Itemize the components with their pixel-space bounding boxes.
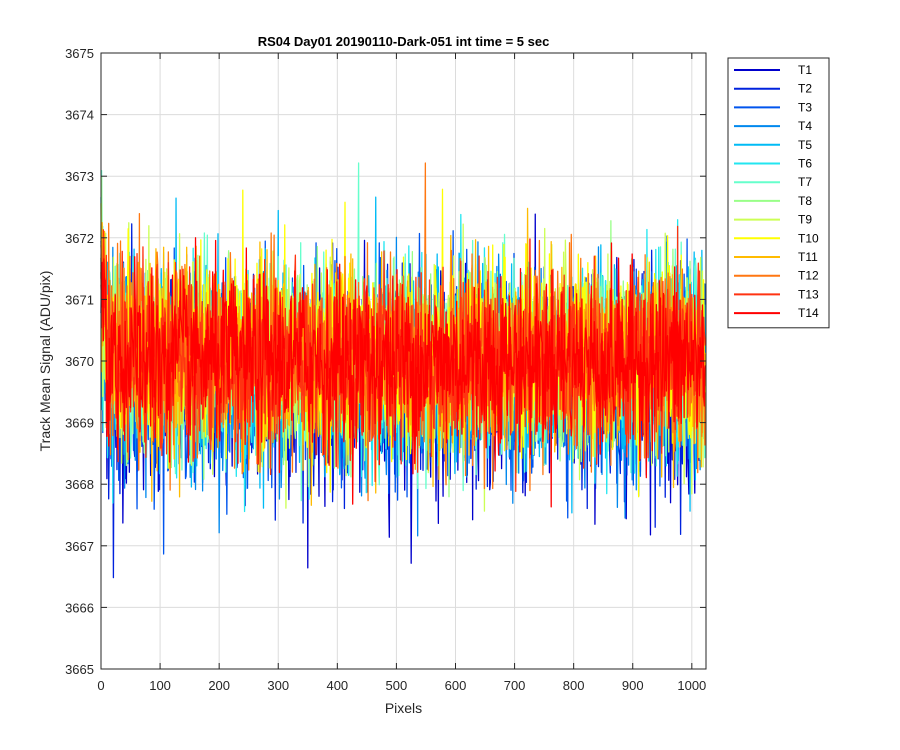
legend-label-t3: T3 [798, 100, 812, 114]
y-tick-label: 3667 [65, 539, 94, 554]
data-lines [100, 162, 707, 579]
legend-label-t6: T6 [798, 157, 812, 171]
y-tick-label: 3670 [65, 354, 94, 369]
series-line-t14 [100, 237, 707, 508]
legend: T1 T2 T3 T4 T5 T6 T7 T8 T9 T10 T11 T12 T13 T14 [727, 57, 830, 329]
x-tick-label: 500 [386, 678, 408, 693]
legend-label-t1: T1 [798, 63, 812, 77]
y-tick-label: 3674 [65, 108, 94, 123]
x-tick-label: 700 [504, 678, 526, 693]
x-tick-label: 400 [326, 678, 348, 693]
x-axis-ticks: 0 100 200 300 400 500 600 700 800 900 1000 [97, 53, 706, 693]
y-axis-label: Track Mean Signal (ADU/pix) [37, 271, 53, 452]
legend-box [727, 57, 830, 329]
y-tick-label: 3671 [65, 292, 94, 307]
legend-label-t9: T9 [798, 213, 812, 227]
y-axis-ticks: 3665 3666 3667 3668 3669 3670 3671 3672 3673 3674… [65, 46, 706, 677]
y-tick-label: 3668 [65, 477, 94, 492]
y-tick-label: 3675 [65, 46, 94, 61]
legend-label-t2: T2 [798, 82, 812, 96]
x-tick-label: 200 [208, 678, 230, 693]
x-tick-label: 0 [97, 678, 104, 693]
x-tick-label: 1000 [677, 678, 706, 693]
legend-label-t5: T5 [798, 138, 812, 152]
chart-title: RS04 Day01 20190110-Dark-051 int time = … [258, 34, 550, 49]
legend-label-t7: T7 [798, 175, 812, 189]
legend-label-t10: T10 [798, 231, 819, 245]
y-tick-label: 3673 [65, 169, 94, 184]
y-tick-label: 3669 [65, 416, 94, 431]
y-tick-label: 3666 [65, 600, 94, 615]
x-axis-label: Pixels [385, 700, 422, 716]
legend-label-t13: T13 [798, 287, 819, 301]
legend-label-t14: T14 [798, 306, 819, 320]
x-tick-label: 300 [267, 678, 289, 693]
x-tick-label: 800 [563, 678, 585, 693]
legend-label-t12: T12 [798, 269, 819, 283]
y-tick-label: 3665 [65, 662, 94, 677]
legend-label-t8: T8 [798, 194, 812, 208]
y-tick-label: 3672 [65, 231, 94, 246]
x-tick-label: 600 [445, 678, 467, 693]
legend-label-t4: T4 [798, 119, 812, 133]
x-tick-label: 100 [149, 678, 171, 693]
legend-label-t11: T11 [798, 250, 818, 264]
x-tick-label: 900 [622, 678, 644, 693]
